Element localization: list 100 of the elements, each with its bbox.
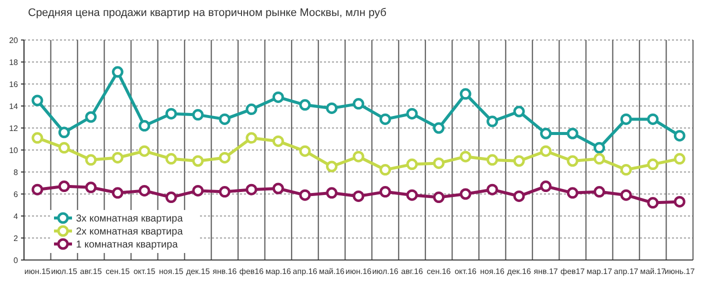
point bbox=[620, 189, 632, 201]
legend-label: 1 комнатная квартира bbox=[76, 240, 178, 250]
x-tick-label: окт.16 bbox=[454, 267, 478, 276]
point bbox=[352, 98, 364, 110]
point bbox=[192, 109, 204, 121]
point bbox=[112, 152, 124, 164]
point bbox=[540, 145, 552, 157]
point bbox=[112, 187, 124, 199]
point bbox=[486, 184, 498, 196]
x-tick-label: июл.15 bbox=[51, 267, 78, 276]
point bbox=[326, 160, 338, 172]
x-tick-label: авг.15 bbox=[80, 267, 102, 276]
y-tick-label: 12 bbox=[9, 124, 19, 133]
point bbox=[218, 152, 230, 164]
point bbox=[620, 164, 632, 176]
point bbox=[218, 113, 230, 125]
y-tick-label: 2 bbox=[14, 234, 19, 243]
point bbox=[299, 99, 311, 111]
point bbox=[566, 155, 578, 167]
point bbox=[647, 158, 659, 170]
point bbox=[380, 164, 392, 176]
point bbox=[138, 145, 150, 157]
y-tick-label: 6 bbox=[14, 190, 19, 199]
x-tick-label: авг.16 bbox=[401, 267, 424, 276]
point bbox=[433, 192, 445, 204]
point bbox=[594, 186, 606, 198]
point bbox=[566, 187, 578, 199]
point bbox=[32, 94, 44, 106]
point bbox=[246, 132, 258, 144]
point bbox=[299, 145, 311, 157]
point bbox=[380, 186, 392, 198]
y-tick-label: 18 bbox=[9, 58, 19, 67]
point bbox=[540, 180, 552, 192]
point bbox=[138, 120, 150, 132]
point bbox=[674, 130, 686, 142]
point bbox=[594, 142, 606, 154]
x-tick-label: май.16 bbox=[318, 267, 346, 276]
point bbox=[406, 189, 418, 201]
point bbox=[486, 154, 498, 166]
point bbox=[647, 113, 659, 125]
x-tick-label: июнь.17 bbox=[664, 267, 696, 276]
point bbox=[165, 108, 177, 120]
x-tick-label: дек.15 bbox=[186, 267, 210, 276]
point bbox=[246, 104, 258, 116]
x-tick-label: окт.15 bbox=[133, 267, 156, 276]
point bbox=[32, 132, 44, 144]
point bbox=[513, 155, 525, 167]
point bbox=[566, 128, 578, 140]
point bbox=[674, 153, 686, 165]
point bbox=[85, 111, 97, 123]
point bbox=[406, 108, 418, 120]
x-tick-label: янв.17 bbox=[534, 267, 558, 276]
point bbox=[165, 192, 177, 204]
x-tick-label: сен.16 bbox=[426, 267, 452, 276]
legend-label: 3х комнатная квартира bbox=[76, 214, 184, 224]
point bbox=[272, 135, 284, 147]
x-tick-label: фев16 bbox=[239, 267, 264, 276]
point bbox=[218, 186, 230, 198]
point bbox=[272, 182, 284, 194]
y-tick-label: 8 bbox=[14, 168, 19, 177]
point bbox=[433, 157, 445, 169]
point bbox=[192, 184, 204, 196]
x-tick-label: июл.16 bbox=[372, 267, 399, 276]
point bbox=[272, 91, 284, 103]
point bbox=[326, 102, 338, 114]
y-tick-label: 0 bbox=[14, 256, 19, 265]
y-tick-label: 14 bbox=[9, 102, 19, 111]
point bbox=[647, 197, 659, 209]
point bbox=[513, 190, 525, 202]
point bbox=[460, 188, 472, 200]
point bbox=[299, 189, 311, 201]
point bbox=[85, 154, 97, 166]
y-tick-label: 10 bbox=[9, 146, 19, 155]
chart-title: Средняя цена продажи квартир на вторичном рынке Москвы, млн руб bbox=[28, 7, 386, 19]
point bbox=[326, 187, 338, 199]
point bbox=[352, 150, 364, 162]
point bbox=[460, 88, 472, 100]
x-tick-label: ноя.16 bbox=[480, 267, 506, 276]
point bbox=[674, 196, 686, 208]
point bbox=[85, 182, 97, 194]
x-tick-label: апр.17 bbox=[614, 267, 639, 276]
x-tick-label: мар.16 bbox=[265, 267, 292, 276]
legend-label: 2х комнатная квартира bbox=[76, 226, 184, 238]
point bbox=[620, 113, 632, 125]
x-tick-label: дек.16 bbox=[507, 267, 532, 276]
point bbox=[165, 153, 177, 165]
point bbox=[58, 142, 70, 154]
point bbox=[486, 116, 498, 128]
point bbox=[352, 190, 364, 202]
point bbox=[58, 180, 70, 192]
x-tick-label: апр.16 bbox=[292, 267, 318, 276]
x-tick-label: май.17 bbox=[640, 267, 666, 276]
point bbox=[58, 126, 70, 138]
x-tick-label: ноя.15 bbox=[159, 267, 184, 276]
point bbox=[380, 113, 392, 125]
x-tick-label: мар.17 bbox=[586, 267, 613, 276]
point bbox=[433, 122, 445, 134]
point bbox=[513, 106, 525, 118]
y-tick-label: 20 bbox=[9, 36, 19, 45]
point bbox=[540, 128, 552, 140]
